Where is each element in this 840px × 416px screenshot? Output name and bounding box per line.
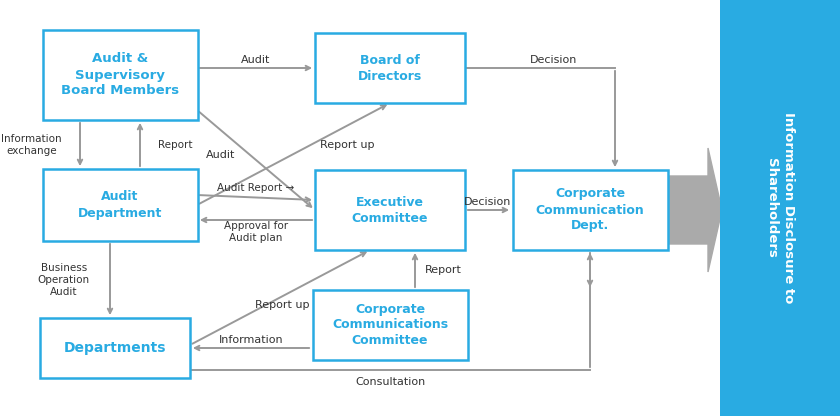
Text: Audit
Department: Audit Department <box>78 191 162 220</box>
Text: Board of
Directors: Board of Directors <box>358 54 423 82</box>
Text: Report: Report <box>158 140 192 150</box>
Text: Report up: Report up <box>320 140 375 150</box>
Text: Decision: Decision <box>465 197 512 207</box>
FancyBboxPatch shape <box>43 30 197 120</box>
Text: Audit &
Supervisory
Board Members: Audit & Supervisory Board Members <box>61 52 179 97</box>
Polygon shape <box>668 148 722 272</box>
FancyBboxPatch shape <box>43 169 197 241</box>
Text: Corporate
Communications
Committee: Corporate Communications Committee <box>332 302 448 347</box>
FancyBboxPatch shape <box>512 170 668 250</box>
FancyBboxPatch shape <box>40 318 190 378</box>
Text: Audit Report →: Audit Report → <box>218 183 295 193</box>
FancyBboxPatch shape <box>315 170 465 250</box>
Text: Audit: Audit <box>241 55 270 65</box>
Text: Corporate
Communication
Dept.: Corporate Communication Dept. <box>536 188 644 233</box>
FancyBboxPatch shape <box>312 290 468 360</box>
FancyBboxPatch shape <box>315 33 465 103</box>
Text: Report: Report <box>425 265 462 275</box>
Text: Information Disclosure to
Shareholders: Information Disclosure to Shareholders <box>765 112 795 304</box>
Text: Consultation: Consultation <box>354 377 425 387</box>
Text: Decision: Decision <box>530 55 577 65</box>
Text: Business
Operation
Audit: Business Operation Audit <box>38 263 90 297</box>
Text: Departments: Departments <box>64 341 166 355</box>
Text: Information
exchange: Information exchange <box>2 134 62 156</box>
Text: Approval for
Audit plan: Approval for Audit plan <box>224 221 288 243</box>
Text: Report up: Report up <box>255 300 309 310</box>
Text: Information: Information <box>218 335 283 345</box>
Text: Executive
Committee: Executive Committee <box>352 196 428 225</box>
FancyBboxPatch shape <box>720 0 840 416</box>
Text: Audit: Audit <box>206 150 235 160</box>
